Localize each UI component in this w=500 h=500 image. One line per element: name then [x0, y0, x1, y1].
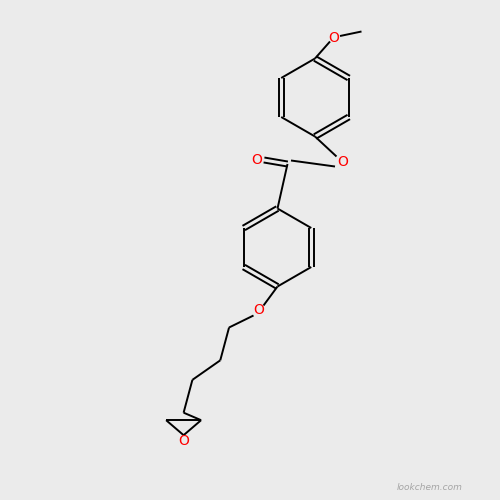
- Text: lookchem.com: lookchem.com: [397, 483, 463, 492]
- Text: O: O: [178, 434, 189, 448]
- Text: O: O: [337, 156, 348, 170]
- Text: O: O: [328, 30, 340, 44]
- Text: O: O: [253, 304, 264, 318]
- Text: O: O: [251, 153, 262, 167]
